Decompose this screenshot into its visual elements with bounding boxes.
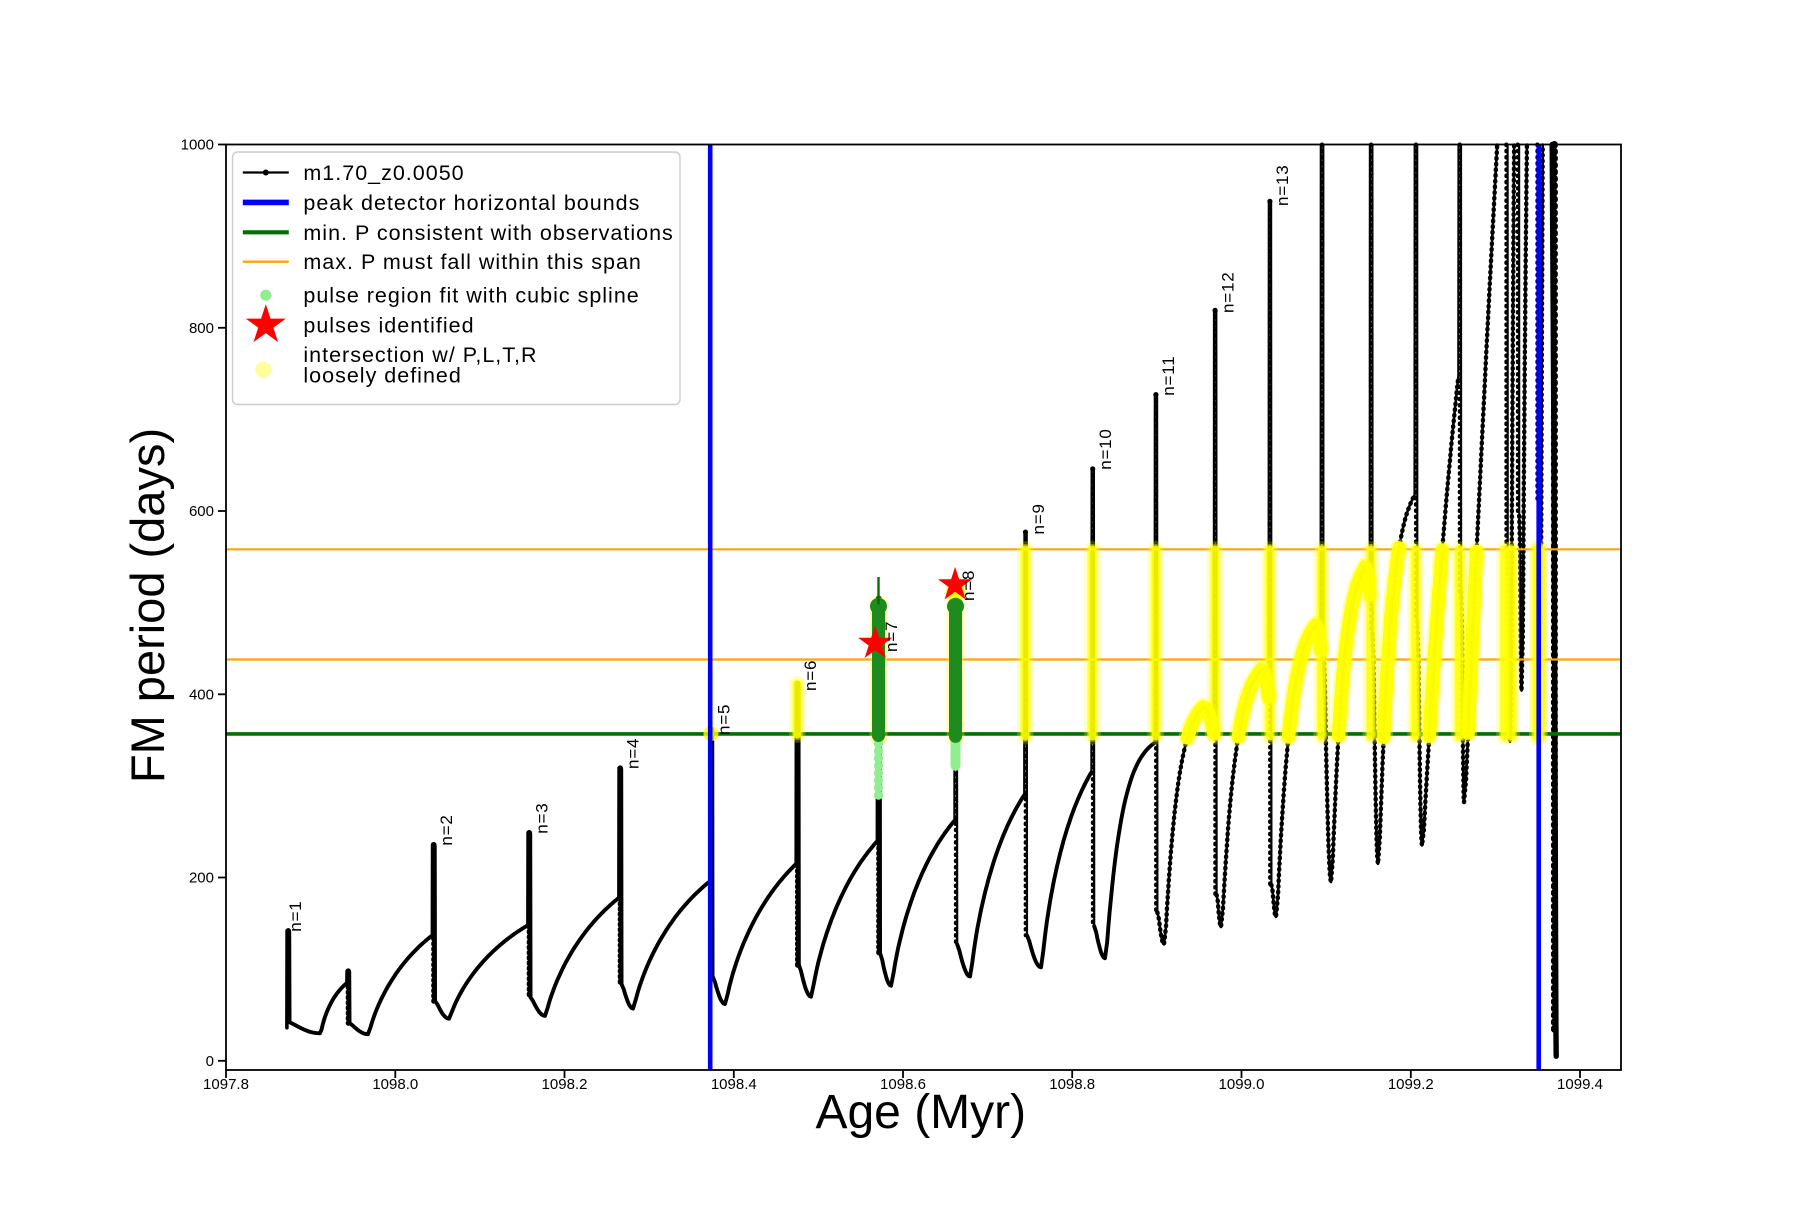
svg-text:200: 200 [189, 870, 214, 887]
svg-text:n=1: n=1 [286, 900, 305, 931]
svg-text:min. P consistent with observa: min. P consistent with observations [303, 221, 673, 245]
svg-text:1000: 1000 [181, 137, 214, 154]
svg-text:n=3: n=3 [533, 802, 552, 833]
svg-text:1099.2: 1099.2 [1388, 1076, 1434, 1093]
svg-text:peak detector horizontal bound: peak detector horizontal bounds [303, 191, 640, 215]
svg-text:0: 0 [206, 1053, 214, 1070]
svg-text:1098.2: 1098.2 [542, 1076, 588, 1093]
svg-text:Age (Myr): Age (Myr) [815, 1086, 1026, 1139]
svg-text:1099.0: 1099.0 [1219, 1076, 1265, 1093]
svg-text:1098.8: 1098.8 [1049, 1076, 1095, 1093]
svg-text:1098.6: 1098.6 [880, 1076, 926, 1093]
svg-text:n=6: n=6 [801, 660, 820, 691]
svg-text:n=12: n=12 [1218, 272, 1237, 314]
svg-text:pulse region fit with cubic sp: pulse region fit with cubic spline [303, 284, 639, 308]
svg-text:FM period (days): FM period (days) [121, 428, 174, 783]
svg-text:1098.0: 1098.0 [372, 1076, 418, 1093]
svg-text:n=5: n=5 [715, 704, 734, 735]
svg-text:pulses identified: pulses identified [303, 314, 474, 338]
svg-text:n=9: n=9 [1029, 503, 1048, 534]
svg-text:max. P must fall within this s: max. P must fall within this span [303, 250, 642, 274]
svg-text:400: 400 [189, 687, 214, 704]
svg-text:600: 600 [189, 503, 214, 520]
svg-text:n=4: n=4 [624, 738, 643, 769]
svg-text:n=2: n=2 [437, 814, 456, 845]
svg-text:n=13: n=13 [1273, 165, 1292, 207]
svg-text:n=7: n=7 [882, 621, 901, 652]
svg-text:n=11: n=11 [1159, 355, 1178, 395]
svg-text:1099.4: 1099.4 [1557, 1076, 1603, 1093]
svg-text:m1.70_z0.0050: m1.70_z0.0050 [303, 161, 464, 185]
svg-text:1097.8: 1097.8 [203, 1076, 249, 1093]
svg-text:n=8: n=8 [959, 570, 978, 601]
svg-text:1098.4: 1098.4 [711, 1076, 757, 1093]
svg-text:intersection w/ P,L,T,R: intersection w/ P,L,T,R [303, 343, 537, 367]
svg-text:800: 800 [189, 320, 214, 337]
svg-text:n=10: n=10 [1096, 428, 1115, 470]
svg-text:loosely defined: loosely defined [303, 364, 461, 388]
